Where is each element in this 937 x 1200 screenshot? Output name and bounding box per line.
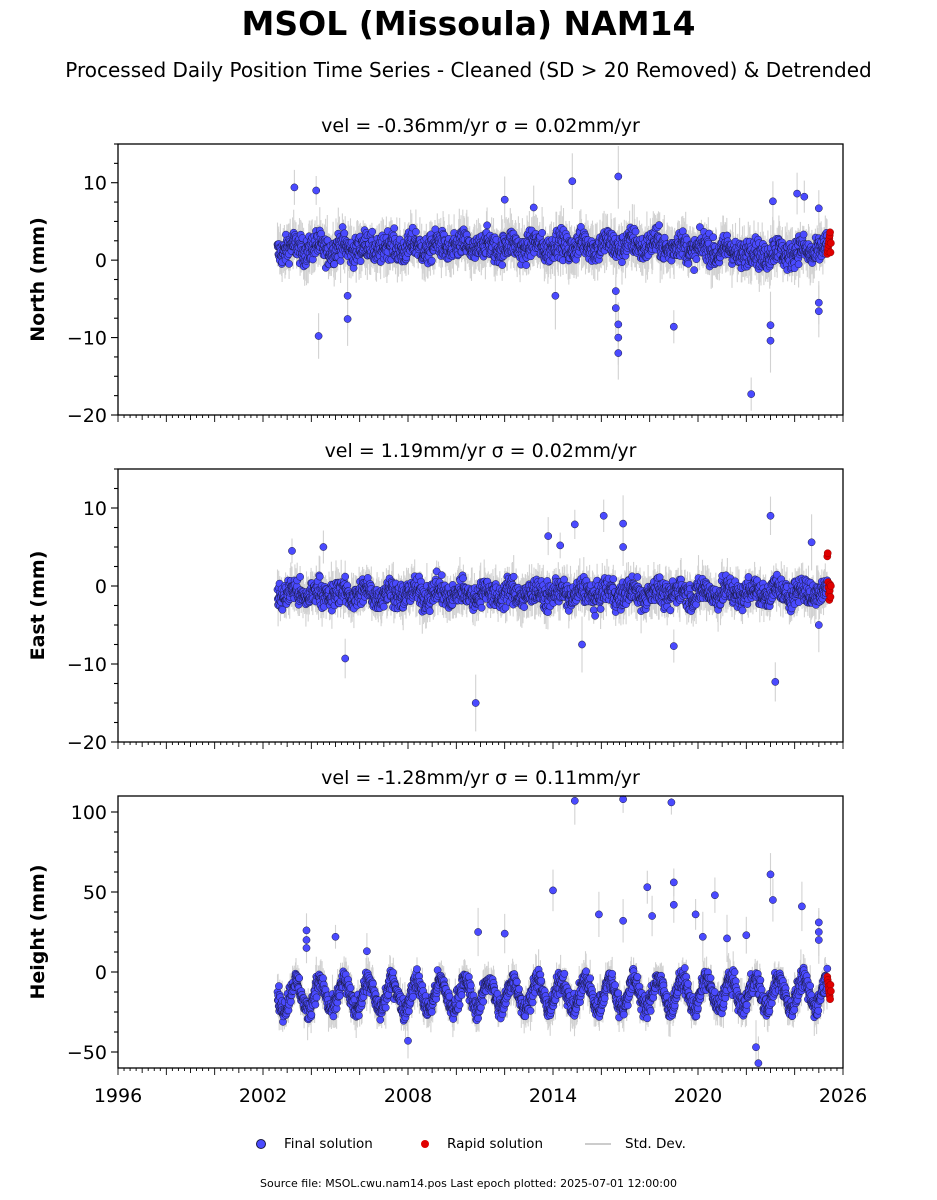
- panel-title: vel = -0.36mm/yr σ = 0.02mm/yr: [321, 115, 640, 137]
- final-point: [312, 186, 321, 195]
- y-axis-label: North (mm): [27, 217, 49, 342]
- final-point: [660, 233, 669, 242]
- final-point: [814, 307, 823, 316]
- y-tick-label: 0: [95, 250, 107, 272]
- final-point: [285, 260, 293, 268]
- final-point: [614, 172, 623, 181]
- final-point: [551, 291, 560, 300]
- final-point: [477, 603, 486, 612]
- final-point: [631, 227, 640, 236]
- final-point: [669, 322, 678, 331]
- final-point: [412, 228, 420, 236]
- final-series: [273, 172, 832, 398]
- final-point: [341, 572, 350, 581]
- final-point: [343, 291, 352, 300]
- final-point: [343, 315, 352, 323]
- final-point: [522, 261, 531, 269]
- final-point: [769, 197, 777, 206]
- final-point: [296, 572, 304, 581]
- final-point: [390, 224, 399, 233]
- final-point: [690, 266, 698, 274]
- final-point: [814, 204, 823, 213]
- rapid-point: [827, 239, 835, 247]
- final-point: [692, 255, 701, 264]
- final-point: [684, 259, 693, 268]
- chart-subtitle: Processed Daily Position Time Series - C…: [0, 58, 937, 82]
- y-tick-label: 10: [83, 173, 107, 195]
- final-point: [498, 261, 507, 269]
- final-point: [709, 233, 718, 242]
- final-point: [483, 221, 491, 230]
- final-point: [538, 228, 546, 237]
- final-point: [330, 260, 339, 269]
- rapid-point: [826, 248, 835, 257]
- final-point: [336, 257, 345, 265]
- final-point: [340, 229, 349, 238]
- final-point: [379, 602, 388, 611]
- y-tick-label: −10: [67, 328, 107, 350]
- final-point: [614, 320, 623, 329]
- final-point: [315, 572, 324, 581]
- final-point: [427, 256, 436, 265]
- final-point: [356, 257, 365, 266]
- final-point: [614, 349, 623, 357]
- final-point: [747, 390, 756, 398]
- final-point: [614, 333, 623, 342]
- final-point: [814, 298, 823, 307]
- final-point: [368, 227, 377, 236]
- panel-title: vel = 1.19mm/yr σ = 0.02mm/yr: [325, 440, 637, 462]
- final-point: [290, 183, 299, 192]
- final-point: [529, 203, 538, 212]
- final-point: [618, 258, 626, 267]
- final-point: [611, 304, 620, 312]
- final-point: [766, 336, 775, 345]
- final-point: [520, 603, 529, 611]
- final-point: [793, 189, 801, 198]
- axes-frame: [117, 143, 844, 416]
- final-point: [437, 571, 446, 579]
- final-point: [509, 572, 518, 581]
- final-point: [794, 260, 803, 269]
- y-axis-label: East (mm): [27, 551, 49, 661]
- stddev-bars: [276, 146, 828, 411]
- panel-north: vel = -0.36mm/yr σ = 0.02mm/yr North (mm)…: [27, 115, 844, 427]
- final-point: [459, 574, 467, 583]
- final-point: [314, 332, 323, 340]
- final-point: [568, 177, 577, 186]
- final-point: [766, 321, 775, 330]
- final-point: [611, 287, 620, 295]
- y-tick-label: −20: [67, 405, 107, 427]
- final-point: [655, 221, 663, 229]
- final-point: [799, 230, 808, 239]
- chart-title: MSOL (Missoula) NAM14: [0, 4, 937, 43]
- final-point: [500, 195, 509, 204]
- rapid-point: [826, 228, 834, 237]
- final-point: [800, 192, 809, 201]
- final-point: [425, 607, 434, 616]
